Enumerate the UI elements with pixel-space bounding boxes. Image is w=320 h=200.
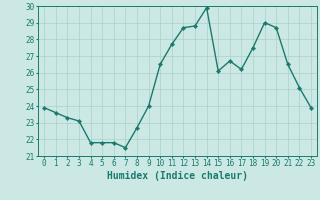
X-axis label: Humidex (Indice chaleur): Humidex (Indice chaleur): [107, 171, 248, 181]
